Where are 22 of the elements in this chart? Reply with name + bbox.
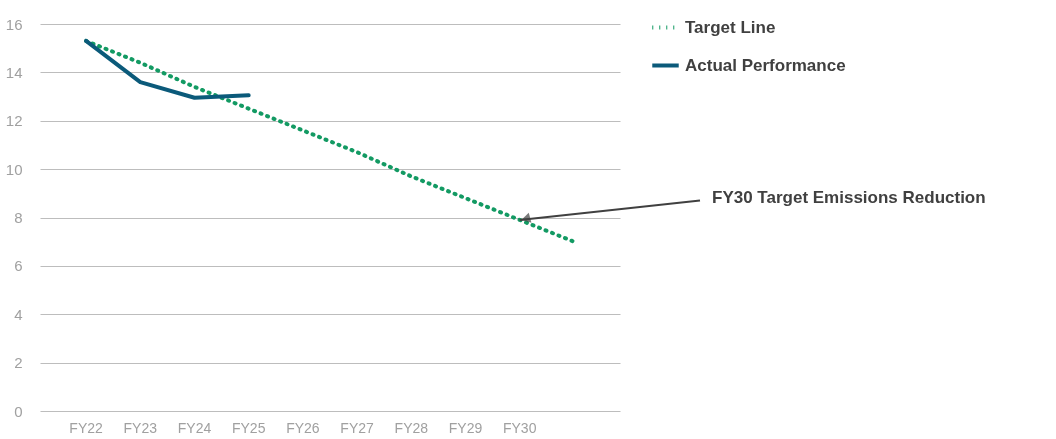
x-tick-label: FY29: [448, 419, 483, 436]
legend-label: Actual Performance: [685, 55, 846, 75]
y-tick-label: 8: [14, 209, 23, 226]
x-tick-label: FY26: [286, 419, 320, 436]
y-tick-label: 6: [14, 257, 23, 275]
x-tick-label: FY28: [394, 419, 429, 436]
x-tick-label: FY22: [69, 419, 104, 436]
y-tick-label: 16: [5, 15, 23, 33]
x-tick-label: FY23: [123, 419, 158, 436]
x-tick-label: FY24: [177, 419, 212, 436]
y-tick-label: 2: [14, 354, 23, 372]
line-series: [84, 38, 251, 100]
y-tick-label: 10: [5, 160, 23, 178]
y-tick-label: 4: [14, 305, 23, 323]
x-tick-label: FY30: [502, 419, 537, 436]
y-tick-label: 12: [5, 112, 23, 130]
legend-label: Target Line: [685, 17, 776, 37]
y-tick-label: 0: [14, 402, 23, 420]
x-tick-label: FY27: [340, 419, 375, 436]
x-tick-label: FY25: [231, 419, 266, 436]
y-tick-label: 14: [5, 63, 23, 81]
annotation: FY30 Target Emissions Reduction: [712, 188, 986, 208]
